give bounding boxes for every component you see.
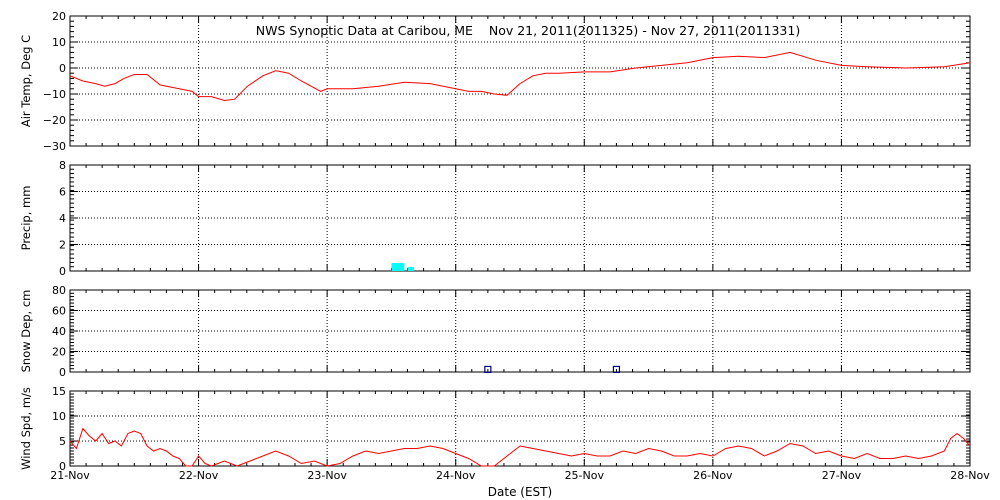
y-tick-label: 10 [52,36,66,49]
y-axis-label: Precip, mm [19,186,33,251]
temperature-panel: 20 10 0 −10 −20 −30 Air Temp, Deg C [19,10,971,153]
y-tick-label: 40 [52,325,66,338]
snow-depth-panel: 80 60 40 20 0 Snow Dep, cm [19,284,971,379]
y-tick-label: 20 [52,346,66,359]
y-tick-label: −10 [43,88,66,101]
y-tick-label: 2 [59,239,66,252]
y-tick-label: −20 [43,114,66,127]
y-tick-label: 20 [52,10,66,23]
x-tick-label: 24-Nov [436,469,476,482]
x-axis-label: Date (EST) [488,485,552,499]
y-tick-label: 4 [59,212,66,225]
series-line [69,427,971,467]
x-tick-label: 27-Nov [822,469,862,482]
y-tick-label: 15 [52,385,66,398]
y-tick-label: 80 [52,284,66,297]
x-tick-label: 23-Nov [307,469,347,482]
y-tick-label: 0 [59,62,66,75]
y-tick-label: −30 [43,140,66,153]
y-tick-label: 6 [59,186,66,199]
y-tick-label: 10 [52,410,66,423]
y-tick-label: 5 [59,435,66,448]
y-tick-label: 0 [59,265,66,278]
x-tick-label: 28-Nov [950,469,990,482]
y-axis-label: Air Temp, Deg C [19,35,33,127]
x-tick-label: 26-Nov [693,469,733,482]
x-tick-label: 25-Nov [565,469,605,482]
chart-title: NWS Synoptic Data at Caribou, ME Nov 21,… [256,23,800,38]
series-line [69,51,971,102]
snow-depth-point [612,365,621,374]
panel-frame [69,390,971,467]
precip-bar [407,267,414,271]
y-axis-label: Wind Spd, m/s [19,387,33,470]
y-axis-label: Snow Dep, cm [19,290,33,373]
snow-depth-point [484,365,492,374]
precip-bar [391,263,405,271]
x-tick-label: 22-Nov [179,469,219,482]
y-tick-label: 60 [52,305,66,318]
y-tick-label: 8 [59,159,66,172]
x-tick-label: 21-Nov [50,469,90,482]
y-tick-label: 0 [59,460,66,473]
y-tick-label: 0 [59,366,66,379]
precipitation-panel: 8 6 4 2 0 Precip, mm [19,159,971,278]
wind-speed-panel: 15 10 5 0 Wind Spd, m/s [19,385,971,473]
